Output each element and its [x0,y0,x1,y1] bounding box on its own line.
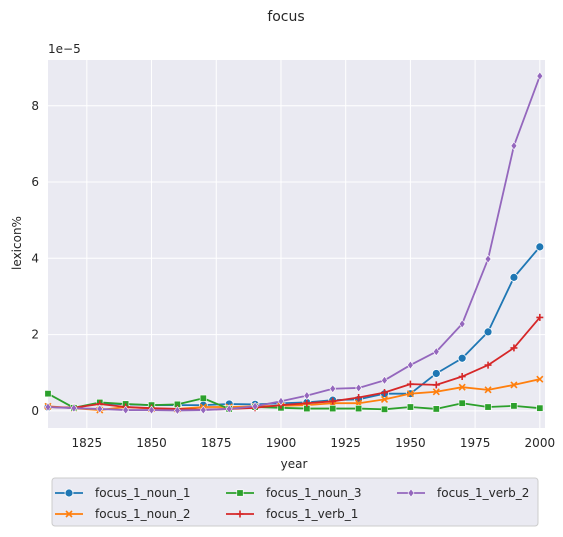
data-point [44,402,52,412]
data-point [44,390,52,398]
series-line [47,316,541,411]
data-point [536,375,544,383]
data-point [510,141,518,151]
data-point [431,369,441,378]
x-tick-labels: 1825 1850 1875 1900 1925 1950 1975 2000 [72,436,556,450]
legend-item-focus_1_verb_2: focus_1_verb_2 [397,486,529,500]
x-tick-label: 1875 [201,436,232,450]
legend-marker [65,510,73,518]
data-point [509,272,519,282]
data-point [174,405,181,415]
data-point [536,404,544,412]
data-point [458,399,466,407]
legend-label: focus_1_verb_2 [437,486,529,500]
legend-item-focus_1_noun_2: focus_1_noun_2 [55,507,190,521]
data-point [432,388,440,396]
data-point [329,397,337,405]
series-group [43,71,545,415]
data-point [510,402,518,410]
data-point [484,361,492,369]
x-tick-label: 1850 [136,436,167,450]
data-point [406,403,414,411]
data-point [148,405,155,415]
series-focus_1_verb_2 [44,71,544,415]
x-tick-label: 1825 [72,436,103,450]
data-point [457,353,467,363]
legend-label: focus_1_noun_3 [266,486,361,500]
legend-box [51,477,539,527]
x-tick-label: 1950 [395,436,426,450]
legend-item-focus_1_noun_3: focus_1_noun_3 [226,486,361,500]
data-point [303,399,311,407]
data-point [380,395,389,403]
legend-label: focus_1_noun_1 [95,486,190,500]
data-point [355,405,363,413]
data-point [406,380,414,388]
y-tick-label: 2 [31,328,39,342]
data-point [458,383,466,391]
x-tick-label: 1900 [266,436,297,450]
plot-area [48,60,545,428]
data-point [432,347,440,357]
data-point [536,71,544,81]
y-axis-label: lexicon% [10,216,24,270]
data-point [484,403,492,411]
data-point [225,404,233,414]
data-point [122,405,130,415]
data-point [407,360,414,370]
y-tick-label: 6 [31,175,39,189]
data-point [355,383,362,393]
data-point [96,404,104,414]
data-point [329,405,337,413]
data-point [251,401,259,411]
data-point [199,394,207,402]
data-point [70,403,78,413]
data-point [483,327,493,337]
legend-label: focus_1_noun_2 [95,507,190,521]
series-line [47,75,541,412]
data-point [458,319,466,329]
x-tick-label: 1925 [330,436,361,450]
y-offset-label: 1e−5 [48,42,81,56]
data-point [432,405,440,413]
data-point [535,242,545,252]
y-tick-label: 8 [31,99,39,113]
data-point [303,391,311,401]
data-point [381,405,389,413]
x-axis-label: year [281,457,308,471]
data-point [381,375,388,385]
legend-marker [236,489,244,497]
data-point [458,373,466,381]
legend: focus_1_noun_1 focus_1_noun_2 focus_1_noun… [51,477,539,527]
data-point [406,390,414,398]
data-point [510,344,518,352]
y-tick-label: 4 [31,251,39,265]
data-point [510,381,518,389]
legend-item-focus_1_noun_1: focus_1_noun_1 [55,486,190,500]
data-point [329,384,337,394]
data-point [484,254,492,264]
legend-marker [236,510,244,518]
legend-label: focus_1_verb_1 [266,507,358,521]
data-point [536,313,544,321]
x-tick-label: 2000 [525,436,556,450]
data-point [381,389,389,397]
legend-item-focus_1_verb_1: focus_1_verb_1 [226,507,358,521]
data-point [484,386,492,394]
data-point [432,381,440,389]
series-line [47,392,540,411]
data-point [355,393,363,401]
data-point [277,396,285,406]
legend-marker [407,488,415,498]
legend-marker [64,488,74,498]
data-point [199,405,207,415]
y-tick-labels: 0 2 4 6 8 [31,99,39,418]
y-tick-label: 0 [31,404,39,418]
x-tick-label: 1975 [460,436,491,450]
chart-title: focus [267,9,304,25]
